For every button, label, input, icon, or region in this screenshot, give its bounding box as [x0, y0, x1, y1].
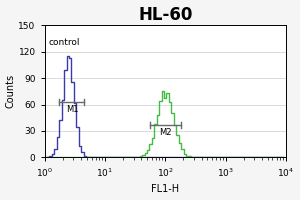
Text: control: control: [48, 38, 80, 47]
Title: HL-60: HL-60: [138, 6, 192, 24]
Text: M1: M1: [67, 105, 79, 114]
Text: M2: M2: [159, 128, 172, 137]
Y-axis label: Counts: Counts: [6, 74, 16, 108]
X-axis label: FL1-H: FL1-H: [151, 184, 179, 194]
